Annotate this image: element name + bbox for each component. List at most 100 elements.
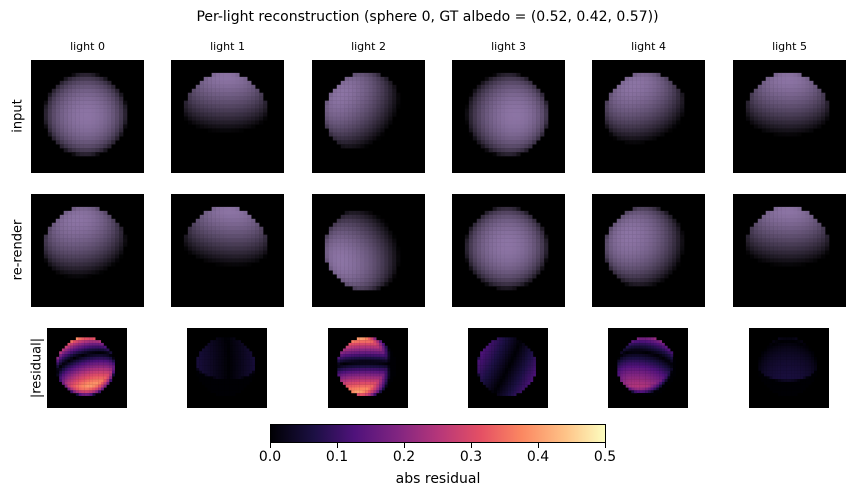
- residual-pixel: [351, 359, 355, 363]
- residual-pixel: [650, 354, 654, 357]
- rerender-pixel: [676, 238, 681, 243]
- rerender-pixel: [372, 282, 377, 287]
- rerender-pixel: [652, 274, 657, 279]
- residual-panel-4: [608, 328, 688, 408]
- residual-pixel: [238, 359, 242, 363]
- input-pixel: [364, 100, 369, 105]
- residual-pixel: [227, 337, 230, 341]
- residual-pixel: [631, 354, 635, 357]
- residual-pixel: [89, 365, 93, 369]
- input-pixel: [372, 92, 377, 97]
- residual-pixel: [229, 384, 233, 388]
- residual-pixel: [356, 345, 360, 349]
- input-pixel: [628, 128, 633, 133]
- residual-pixel: [365, 376, 369, 380]
- residual-pixel: [112, 365, 115, 369]
- residual-pixel: [238, 365, 242, 369]
- residual-pixel: [112, 359, 115, 363]
- input-pixel: [95, 80, 100, 85]
- input-pixel: [43, 112, 49, 117]
- residual-pixel: [381, 351, 385, 355]
- residual-pixel: [232, 362, 236, 366]
- input-pixel: [504, 92, 509, 97]
- rerender-pixel: [91, 262, 96, 267]
- input-pixel: [544, 100, 549, 105]
- input-pixel: [628, 132, 633, 137]
- residual-pixel: [95, 376, 99, 380]
- rerender-pixel: [516, 258, 521, 263]
- residual-pixel: [362, 381, 366, 385]
- residual-pixel: [351, 390, 355, 394]
- input-pixel: [488, 92, 493, 97]
- residual-pixel: [639, 390, 643, 394]
- rerender-pixel: [352, 262, 357, 267]
- residual-pixel: [625, 381, 629, 385]
- rerender-pixel: [464, 238, 470, 243]
- rerender-pixel: [239, 214, 244, 219]
- rerender-pixel: [496, 222, 501, 227]
- residual-pixel: [365, 393, 369, 396]
- rerender-pixel: [344, 230, 349, 235]
- input-pixel: [520, 84, 525, 89]
- rerender-pixel: [324, 254, 330, 259]
- residual-pixel: [356, 373, 360, 377]
- residual-pixel: [356, 387, 360, 391]
- rerender-pixel: [75, 218, 80, 223]
- rerender-pixel: [504, 238, 509, 243]
- rerender-pixel: [332, 254, 337, 259]
- rerender-pixel: [376, 278, 381, 283]
- residual-pixel: [482, 356, 486, 360]
- rerender-pixel: [468, 234, 473, 239]
- residual-pixel: [64, 351, 68, 355]
- rerender-pixel: [348, 282, 353, 287]
- residual-pixel: [109, 354, 113, 357]
- residual-pixel: [106, 354, 110, 357]
- residual-pixel: [664, 370, 668, 374]
- residual-pixel: [215, 345, 219, 349]
- input-pixel: [348, 120, 353, 125]
- rerender-pixel: [263, 246, 268, 251]
- rerender-pixel: [223, 242, 228, 247]
- rerender-pixel: [640, 222, 645, 227]
- rerender-pixel: [67, 262, 72, 267]
- input-pixel: [344, 136, 349, 141]
- rerender-pixel: [644, 222, 649, 227]
- input-pixel: [809, 88, 814, 93]
- input-pixel: [364, 84, 369, 89]
- residual-pixel: [235, 342, 239, 346]
- residual-pixel: [342, 379, 346, 383]
- residual-pixel: [215, 373, 219, 377]
- input-pixel: [785, 88, 790, 93]
- input-pixel: [636, 88, 641, 93]
- input-pixel: [95, 144, 100, 149]
- input-pixel: [87, 76, 92, 81]
- rerender-pixel: [488, 250, 493, 255]
- rerender-pixel: [348, 238, 353, 243]
- rerender-pixel: [544, 246, 549, 251]
- input-pixel: [59, 104, 64, 109]
- residual-pixel: [530, 376, 534, 380]
- residual-pixel: [491, 359, 495, 363]
- residual-pixel: [246, 354, 250, 357]
- rerender-pixel: [664, 274, 669, 279]
- residual-pixel: [527, 354, 531, 357]
- residual-pixel: [670, 359, 674, 363]
- input-panel-4: [592, 60, 705, 173]
- input-pixel: [99, 144, 104, 149]
- input-pixel: [215, 104, 220, 109]
- input-pixel: [115, 112, 120, 117]
- input-pixel: [255, 96, 260, 101]
- rerender-pixel: [476, 230, 481, 235]
- input-pixel: [813, 108, 818, 113]
- residual-pixel: [491, 365, 495, 369]
- rerender-pixel: [67, 234, 72, 239]
- input-pixel: [496, 72, 501, 78]
- input-pixel: [340, 100, 345, 105]
- residual-pixel: [64, 365, 68, 369]
- residual-pixel: [634, 387, 637, 391]
- input-pixel: [364, 144, 369, 149]
- residual-pixel: [636, 373, 640, 377]
- rerender-pixel: [247, 214, 252, 219]
- residual-pixel: [240, 356, 244, 360]
- rerender-pixel: [195, 246, 200, 251]
